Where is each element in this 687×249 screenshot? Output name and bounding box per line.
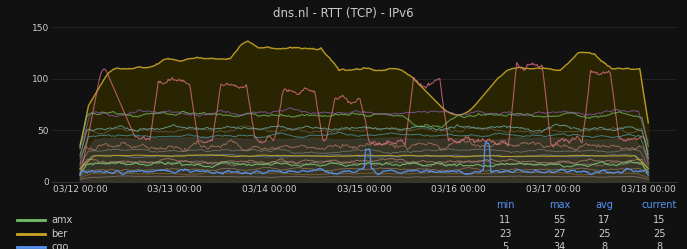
Text: avg: avg	[596, 200, 613, 210]
Text: ber: ber	[52, 229, 68, 239]
Text: 34: 34	[554, 242, 566, 249]
Text: 8: 8	[657, 242, 662, 249]
Text: 11: 11	[499, 215, 511, 225]
Text: max: max	[550, 200, 570, 210]
Text: 5: 5	[502, 242, 508, 249]
Text: current: current	[642, 200, 677, 210]
Text: cgo: cgo	[52, 242, 69, 249]
Text: 15: 15	[653, 215, 666, 225]
Text: 8: 8	[602, 242, 607, 249]
Text: 23: 23	[499, 229, 511, 239]
Text: 25: 25	[598, 229, 611, 239]
Text: 55: 55	[554, 215, 566, 225]
Text: min: min	[496, 200, 514, 210]
Text: 25: 25	[653, 229, 666, 239]
Text: 17: 17	[598, 215, 611, 225]
Text: 27: 27	[554, 229, 566, 239]
Text: amx: amx	[52, 215, 73, 225]
Text: dns.nl - RTT (TCP) - IPv6: dns.nl - RTT (TCP) - IPv6	[273, 7, 414, 20]
